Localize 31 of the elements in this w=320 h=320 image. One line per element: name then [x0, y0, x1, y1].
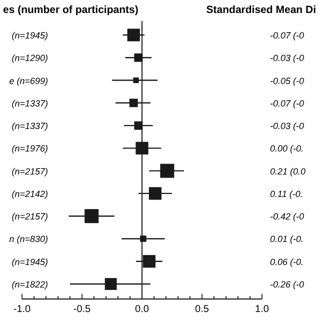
x-tick-label: -1.0 — [13, 304, 32, 315]
y-tick-label: (n=2157) — [12, 166, 48, 176]
data-label: -0.05 (-0 — [270, 76, 304, 86]
x-tick-label: 0.5 — [195, 304, 210, 315]
y-tick-label: e (n=699) — [9, 76, 48, 86]
x-tick-label: 0.0 — [135, 304, 150, 315]
y-tick-label: (n=1822) — [12, 280, 48, 290]
data-label: 0.01 (-0. — [270, 234, 304, 244]
data-label: -0.07 (-0 — [270, 30, 304, 40]
y-tick-label: (n=2142) — [12, 188, 48, 199]
y-tick-label: (n=1945) — [12, 256, 48, 267]
y-tick-label: (n=1945) — [12, 30, 48, 40]
y-tick-label: (n=1290) — [12, 53, 48, 64]
data-label: -0.42 (-0 — [270, 212, 304, 222]
y-tick-label: n (n=830) — [9, 234, 48, 244]
y-tick-label: (n=1337) — [12, 98, 48, 108]
data-label: 0.06 (-0. — [270, 256, 304, 267]
data-label: -0.07 (-0 — [270, 98, 304, 108]
data-label: 0.00 (-0. — [270, 144, 304, 154]
y-tick-label: (n=1337) — [12, 121, 48, 132]
data-label: 0.11 (-0. — [270, 188, 303, 199]
chart-title: Standardised Mean Di — [206, 4, 316, 16]
y-tick-label: (n=1976) — [12, 144, 48, 154]
data-label: 0.21 (0.0 — [270, 166, 306, 176]
data-label: -0.03 (-0 — [270, 121, 304, 132]
data-label: -0.26 (-0 — [270, 280, 304, 290]
y-tick-label: (n=2157) — [12, 212, 48, 222]
data-label: -0.03 (-0 — [270, 53, 304, 64]
y-axis-title: es (number of participants) — [3, 4, 138, 16]
x-tick-label: 1.0 — [255, 304, 270, 315]
x-tick-label: -0.5 — [73, 304, 92, 315]
